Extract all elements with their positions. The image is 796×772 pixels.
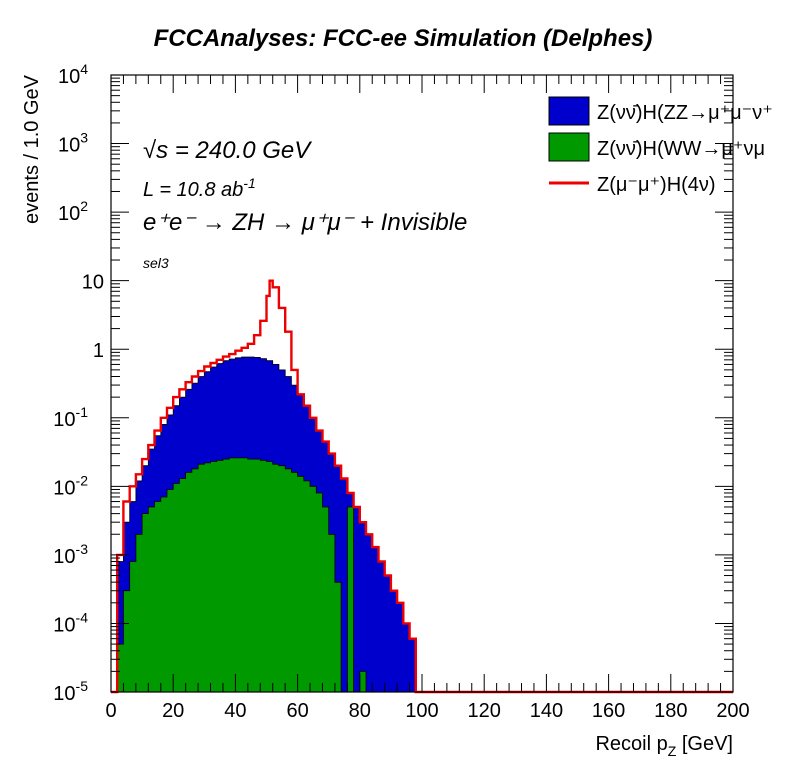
x-tick-label: 160 — [592, 700, 625, 722]
legend-entry-label: Z(νν̄)H(WW→μ⁺νμ — [597, 138, 765, 160]
x-tick-label: 60 — [286, 700, 308, 722]
x-tick-label: 120 — [468, 700, 501, 722]
y-tick-label: 10-5 — [53, 678, 88, 705]
x-tick-label: 20 — [162, 700, 184, 722]
x-tick-label: 180 — [654, 700, 687, 722]
y-tick-label: 10 — [82, 272, 104, 294]
annotation-selection: sel3 — [143, 255, 169, 271]
annotation-sqrt-s: √s = 240.0 GeV — [143, 137, 312, 164]
y-tick-label: 10-3 — [53, 541, 88, 568]
y-tick-label: 10-4 — [53, 609, 88, 636]
x-tick-label: 100 — [405, 700, 438, 722]
annotation-lumi: L = 10.8 ab-1 — [143, 175, 256, 201]
x-tick-label: 140 — [530, 700, 563, 722]
x-tick-label: 0 — [105, 700, 116, 722]
series-1-area — [111, 457, 733, 693]
y-tick-label: 10-1 — [53, 404, 88, 431]
y-axis: 10-5 10-4 10-3 10-2 10-1 1 10 102 103 104 — [53, 61, 733, 705]
y-tick-label: 102 — [58, 198, 88, 225]
y-tick-label: 1 — [93, 340, 104, 362]
y-tick-label: 104 — [58, 61, 88, 88]
legend: Z(νν̄)H(ZZ→μ⁺μ⁻ν⁺ Z(νν̄)H(WW→μ⁺νμ Z(μ⁻μ⁺)H… — [548, 96, 773, 196]
annotation-group: √s = 240.0 GeV L = 10.8 ab-1 e⁺e⁻ → ZH →… — [143, 137, 467, 271]
series-2-line — [111, 279, 733, 694]
y-axis-label: events / 1.0 GeV — [21, 74, 43, 224]
y-tick-label: 103 — [58, 130, 88, 157]
legend-entry-label: Z(νν̄)H(ZZ→μ⁺μ⁻ν⁺ — [597, 102, 773, 124]
x-axis: 0 20 40 60 80 100 120 140 160 180 200 — [105, 75, 750, 722]
legend-swatch — [548, 96, 590, 126]
legend-swatch — [548, 132, 590, 162]
x-axis-label: Recoil pZ [GeV] — [595, 733, 733, 759]
x-tick-label: 40 — [224, 700, 246, 722]
plot-title: FCCAnalyses: FCC-ee Simulation (Delphes) — [154, 25, 653, 52]
annotation-process: e⁺e⁻ → ZH → μ⁺μ⁻ + Invisible — [143, 209, 467, 236]
y-tick-label: 10-2 — [53, 472, 88, 499]
x-tick-label: 80 — [349, 700, 371, 722]
x-tick-label: 200 — [716, 700, 749, 722]
legend-entry-label: Z(μ⁻μ⁺)H(4ν) — [597, 174, 716, 196]
series-layer — [111, 279, 733, 694]
